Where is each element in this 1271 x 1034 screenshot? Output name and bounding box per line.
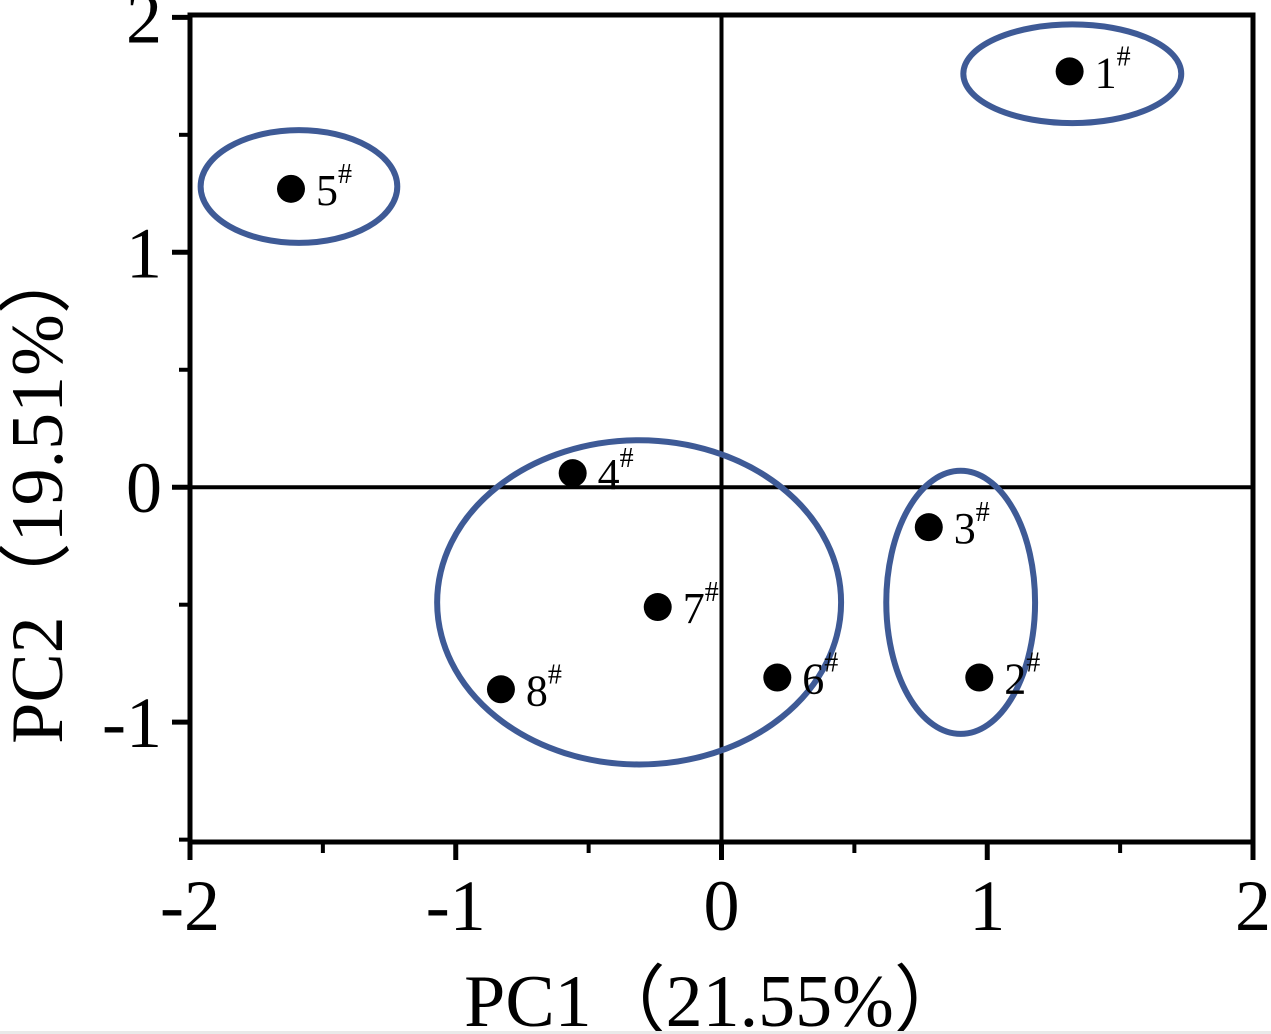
data-point-6 bbox=[763, 663, 792, 692]
y-tick-label: 1 bbox=[126, 213, 162, 293]
point-label-1: 1# bbox=[1095, 41, 1131, 97]
data-point-4 bbox=[558, 459, 587, 488]
point-label-3: 3# bbox=[954, 497, 990, 553]
x-tick-label: -2 bbox=[160, 866, 220, 946]
point-label-6: 6# bbox=[802, 648, 838, 704]
x-axis-title: PC1（21.55%） bbox=[464, 961, 968, 1034]
data-point-3 bbox=[914, 513, 943, 542]
x-tick-label: 2 bbox=[1235, 866, 1271, 946]
point-label-8: 8# bbox=[526, 659, 562, 715]
data-point-2 bbox=[965, 663, 994, 692]
data-point-5 bbox=[276, 174, 305, 203]
cluster-ellipse-3 bbox=[434, 437, 845, 768]
point-label-5: 5# bbox=[316, 159, 352, 215]
cluster-ellipse-1 bbox=[960, 21, 1185, 127]
x-tick-label: 0 bbox=[704, 866, 740, 946]
x-tick-label: -1 bbox=[426, 866, 486, 946]
y-tick-label: 2 bbox=[126, 0, 162, 58]
data-point-1 bbox=[1055, 57, 1084, 86]
screenshot-bottom-edge bbox=[0, 1031, 1271, 1034]
cluster-ellipse-4 bbox=[883, 467, 1039, 737]
plot-frame bbox=[187, 12, 1256, 845]
cluster-ellipse-2 bbox=[197, 127, 401, 246]
y-axis-title: PC2（19.51%） bbox=[0, 240, 79, 744]
data-point-7 bbox=[643, 593, 672, 622]
y-tick-label: -1 bbox=[102, 683, 162, 763]
point-label-2: 2# bbox=[1004, 648, 1040, 704]
point-label-4: 4# bbox=[598, 443, 634, 499]
data-point-8 bbox=[486, 675, 515, 704]
point-label-7: 7# bbox=[683, 577, 719, 633]
x-tick-label: 1 bbox=[969, 866, 1005, 946]
y-tick-label: 0 bbox=[126, 448, 162, 528]
